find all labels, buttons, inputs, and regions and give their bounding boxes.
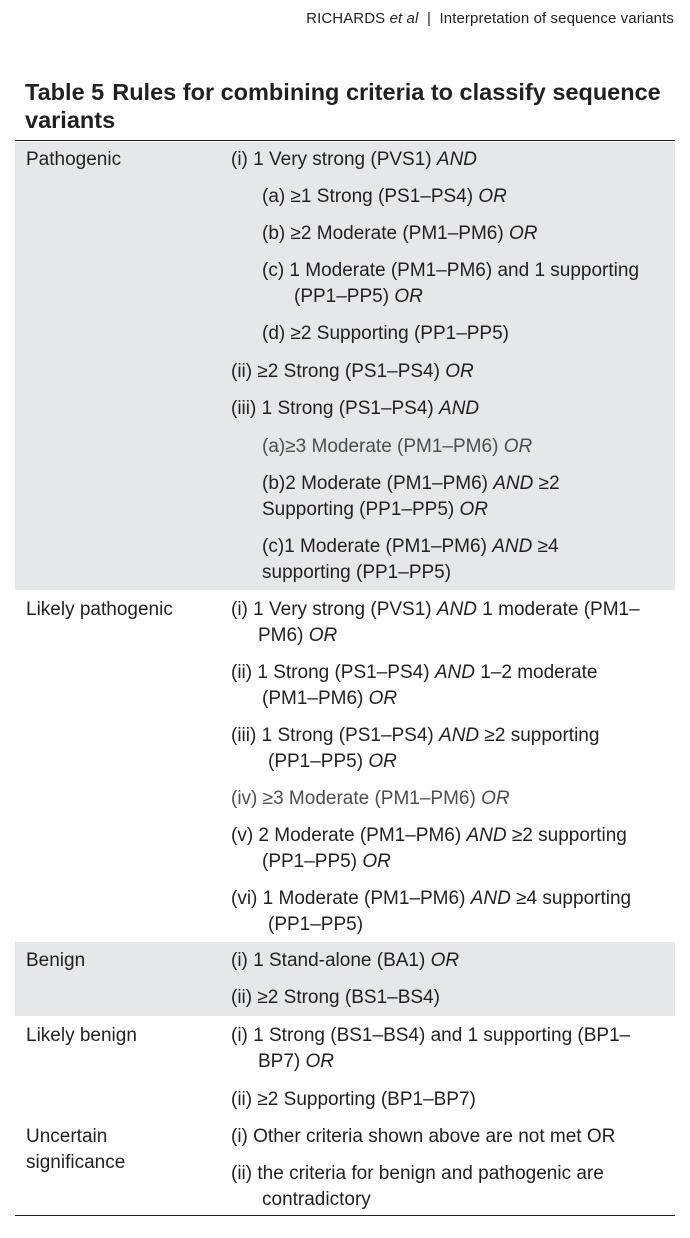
category-uncertain-significance: Uncertain significance (26, 1124, 216, 1176)
criterion-line: (v) 2 Moderate (PM1–PM6) AND ≥2 supporti… (231, 825, 627, 846)
criterion-line-cont: BP7) OR (258, 1051, 335, 1072)
criterion-line: (i) 1 Strong (BS1–BS4) and 1 supporting … (231, 1025, 631, 1046)
criterion-line: (i) 1 Very strong (PVS1) AND (231, 149, 478, 170)
category-uncertain-line2: significance (26, 1152, 126, 1173)
criterion-line: (ii) 1 Strong (PS1–PS4) AND 1–2 moderate (231, 662, 598, 683)
criterion-line-cont: Supporting (PP1–PP5) OR (262, 499, 489, 520)
criterion-line: (vi) 1 Moderate (PM1–PM6) AND ≥4 support… (231, 888, 632, 909)
criterion-line: (iii) 1 Strong (PS1–PS4) AND ≥2 supporti… (231, 725, 600, 746)
criterion-line: (c) 1 Moderate (PM1–PM6) and 1 supportin… (262, 260, 640, 281)
category-likely-benign: Likely benign (26, 1025, 137, 1046)
criterion-line-cont: (PP1–PP5) OR (262, 851, 391, 872)
header-author: RICHARDS (306, 10, 386, 27)
criterion-line-cont: supporting (PP1–PP5) (262, 562, 452, 583)
criterion-line: (ii) ≥2 Strong (PS1–PS4) OR (231, 361, 474, 382)
criterion-line-cont: (PP1–PP5) OR (268, 751, 397, 772)
criterion-line-cont: PM6) OR (258, 625, 338, 646)
criterion-line: (b)2 Moderate (PM1–PM6) AND ≥2 (262, 473, 560, 494)
running-header: RICHARDS et al | Interpretation of seque… (306, 10, 674, 27)
table-label: Table 5 (25, 79, 105, 105)
table-bottom-rule (15, 1215, 675, 1216)
criterion-line: (i) Other criteria shown above are not m… (231, 1126, 616, 1147)
criterion-line: (c)1 Moderate (PM1–PM6) AND ≥4 (262, 536, 559, 557)
criterion-line: (i) 1 Very strong (PVS1) AND 1 moderate … (231, 599, 640, 620)
criterion-line-cont: contradictory (262, 1189, 371, 1210)
row-pathogenic: Pathogenic (15, 142, 675, 591)
criterion-line: (b) ≥2 Moderate (PM1–PM6) OR (262, 223, 538, 244)
criterion-line: (iv) ≥3 Moderate (PM1–PM6) OR (231, 788, 510, 809)
criterion-line-cont: (PP1–PP5) (268, 914, 364, 935)
table-title-line2: variants (25, 107, 116, 133)
category-uncertain-line1: Uncertain (26, 1126, 108, 1147)
criterion-line: (i) 1 Stand-alone (BA1) OR (231, 950, 460, 971)
table-top-rule (15, 140, 675, 141)
row-benign: Benign (15, 942, 675, 1017)
criterion-line-cont: (PM1–PM6) OR (262, 688, 398, 709)
header-section: Interpretation of sequence variants (439, 10, 674, 27)
table-title: Table 5 Rules for combining criteria to c… (25, 78, 665, 134)
criterion-line: (ii) ≥2 Strong (BS1–BS4) (231, 987, 440, 1008)
header-separator: | (426, 10, 431, 27)
category-benign: Benign (26, 950, 86, 971)
category-pathogenic: Pathogenic (26, 149, 122, 170)
header-etal: et al (389, 10, 419, 27)
criterion-line: (a) ≥1 Strong (PS1–PS4) OR (262, 186, 507, 207)
criterion-line: (ii) the criteria for benign and pathoge… (231, 1163, 604, 1184)
criterion-line: (ii) ≥2 Supporting (BP1–BP7) (231, 1089, 476, 1110)
table-title-line1: Rules for combining criteria to classify… (112, 79, 661, 105)
row-likely-pathogenic: Likely pathogenic (15, 591, 675, 940)
criterion-line: (d) ≥2 Supporting (PP1–PP5) (262, 323, 509, 344)
criterion-line: (a)≥3 Moderate (PM1–PM6) OR (262, 436, 533, 457)
criterion-line: (iii) 1 Strong (PS1–PS4) AND (231, 398, 480, 419)
criterion-line-cont: (PP1–PP5) OR (294, 286, 423, 307)
row-uncertain-significance: Uncertain significance (15, 1122, 675, 1215)
row-likely-benign: Likely benign (15, 1017, 675, 1122)
category-likely-pathogenic: Likely pathogenic (26, 599, 173, 620)
